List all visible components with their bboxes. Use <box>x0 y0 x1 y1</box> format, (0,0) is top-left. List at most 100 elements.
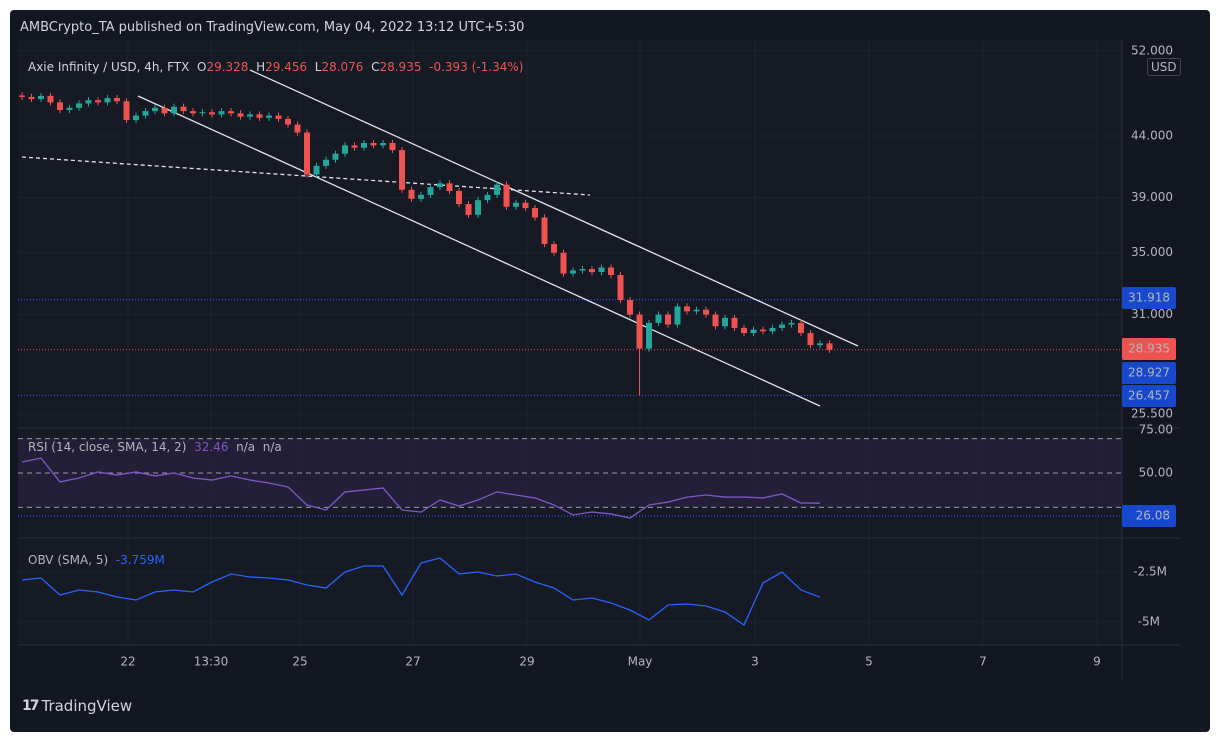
candle-body <box>522 202 529 209</box>
candle-body <box>741 327 747 334</box>
price-label-text: 28.927 <box>1128 366 1170 380</box>
candle-body <box>560 252 567 274</box>
low-value: 28.076 <box>321 60 364 74</box>
candle-body <box>665 314 671 325</box>
candle-body <box>589 268 595 273</box>
candle <box>693 306 700 315</box>
candle <box>57 99 63 114</box>
candle <box>741 324 747 337</box>
obv-line <box>21 557 821 626</box>
candle <box>142 108 149 119</box>
candle-body <box>38 95 44 100</box>
candle-body <box>389 143 396 151</box>
candle <box>66 104 73 114</box>
candle-body <box>285 118 291 125</box>
candle <box>636 311 643 396</box>
time-tick-label: 22 <box>120 655 135 669</box>
candle <box>494 181 500 198</box>
candle <box>133 112 139 124</box>
candle-body <box>399 150 405 190</box>
candle <box>247 111 253 120</box>
candle <box>47 92 54 106</box>
tradingview-logo-icon: 17 <box>22 698 40 714</box>
candle <box>161 104 168 117</box>
candle <box>731 314 738 332</box>
candle <box>294 121 301 136</box>
candle-body <box>152 107 158 112</box>
candle <box>152 104 158 115</box>
candle <box>95 97 101 106</box>
rsi-title: RSI (14, close, SMA, 14, 2) <box>28 440 187 454</box>
candle-body <box>237 113 244 117</box>
symbol-name[interactable]: Axie Infinity / USD, 4h, FTX <box>28 60 190 74</box>
candle <box>674 303 681 328</box>
rsi-value-badge-text: 26.08 <box>1136 509 1170 523</box>
candle <box>399 147 405 193</box>
candle <box>532 205 538 221</box>
rsi-legend[interactable]: RSI (14, close, SMA, 14, 2) 32.46 n/a n/… <box>28 440 282 454</box>
candle <box>655 311 662 326</box>
candle-body <box>85 100 92 104</box>
candle-body <box>256 114 263 118</box>
candle-body <box>342 145 348 154</box>
price-tick-label: 39.000 <box>1131 190 1173 204</box>
channel-lower-trendline <box>137 95 821 407</box>
candle-body <box>104 98 111 103</box>
candle-body <box>826 343 833 350</box>
candle-body <box>370 143 377 146</box>
price-tick-label: 25.500 <box>1131 407 1173 421</box>
candle <box>589 265 595 276</box>
candle-body <box>456 191 462 205</box>
candle-body <box>418 194 424 199</box>
candle <box>703 306 709 318</box>
candle <box>551 240 557 256</box>
time-tick-label: 9 <box>1093 655 1101 669</box>
time-tick-label: 27 <box>405 655 420 669</box>
candle-body <box>351 145 358 148</box>
candle-body <box>190 111 196 114</box>
candle <box>275 112 282 122</box>
candle <box>28 93 35 103</box>
candle-body <box>494 184 500 195</box>
candle <box>190 108 196 117</box>
low-label: L <box>314 60 322 74</box>
obv-legend[interactable]: OBV (SMA, 5) -3.759M <box>28 553 165 567</box>
tradingview-logo[interactable]: 17 TradingView <box>22 697 132 715</box>
candle-body <box>636 314 643 349</box>
candle-body <box>608 267 614 276</box>
candle <box>304 129 310 178</box>
candle-body <box>28 96 35 100</box>
candle <box>85 97 92 107</box>
candle <box>256 111 263 121</box>
candle <box>171 103 177 117</box>
candle <box>323 156 329 169</box>
currency-button[interactable]: USD <box>1147 58 1181 76</box>
candle <box>617 271 624 304</box>
close-value: 28.935 <box>379 60 422 74</box>
rsi-value-badge <box>1122 505 1176 527</box>
candle-body <box>807 333 814 346</box>
candle-body <box>247 114 253 117</box>
candle-body <box>484 194 491 201</box>
obv-title: OBV (SMA, 5) <box>28 553 109 567</box>
candle <box>826 340 833 353</box>
candle-body <box>551 244 557 253</box>
candle <box>313 162 320 178</box>
open-label: O <box>196 60 207 74</box>
change-value: -0.393 (-1.34%) <box>429 60 524 74</box>
candle <box>19 92 25 101</box>
candle <box>361 139 367 151</box>
price-label-text: 31.918 <box>1128 291 1170 305</box>
candle-body <box>133 115 139 121</box>
candle-body <box>750 329 757 334</box>
candle-body <box>57 102 63 111</box>
candle-body <box>465 204 472 215</box>
time-tick-label: May <box>628 655 653 669</box>
publish-info: AMBCrypto_TA published on TradingView.co… <box>20 20 525 35</box>
candle <box>541 214 548 248</box>
candle-body <box>788 322 795 325</box>
candle <box>380 139 386 149</box>
candle <box>104 94 111 106</box>
time-tick-label: 7 <box>979 655 987 669</box>
